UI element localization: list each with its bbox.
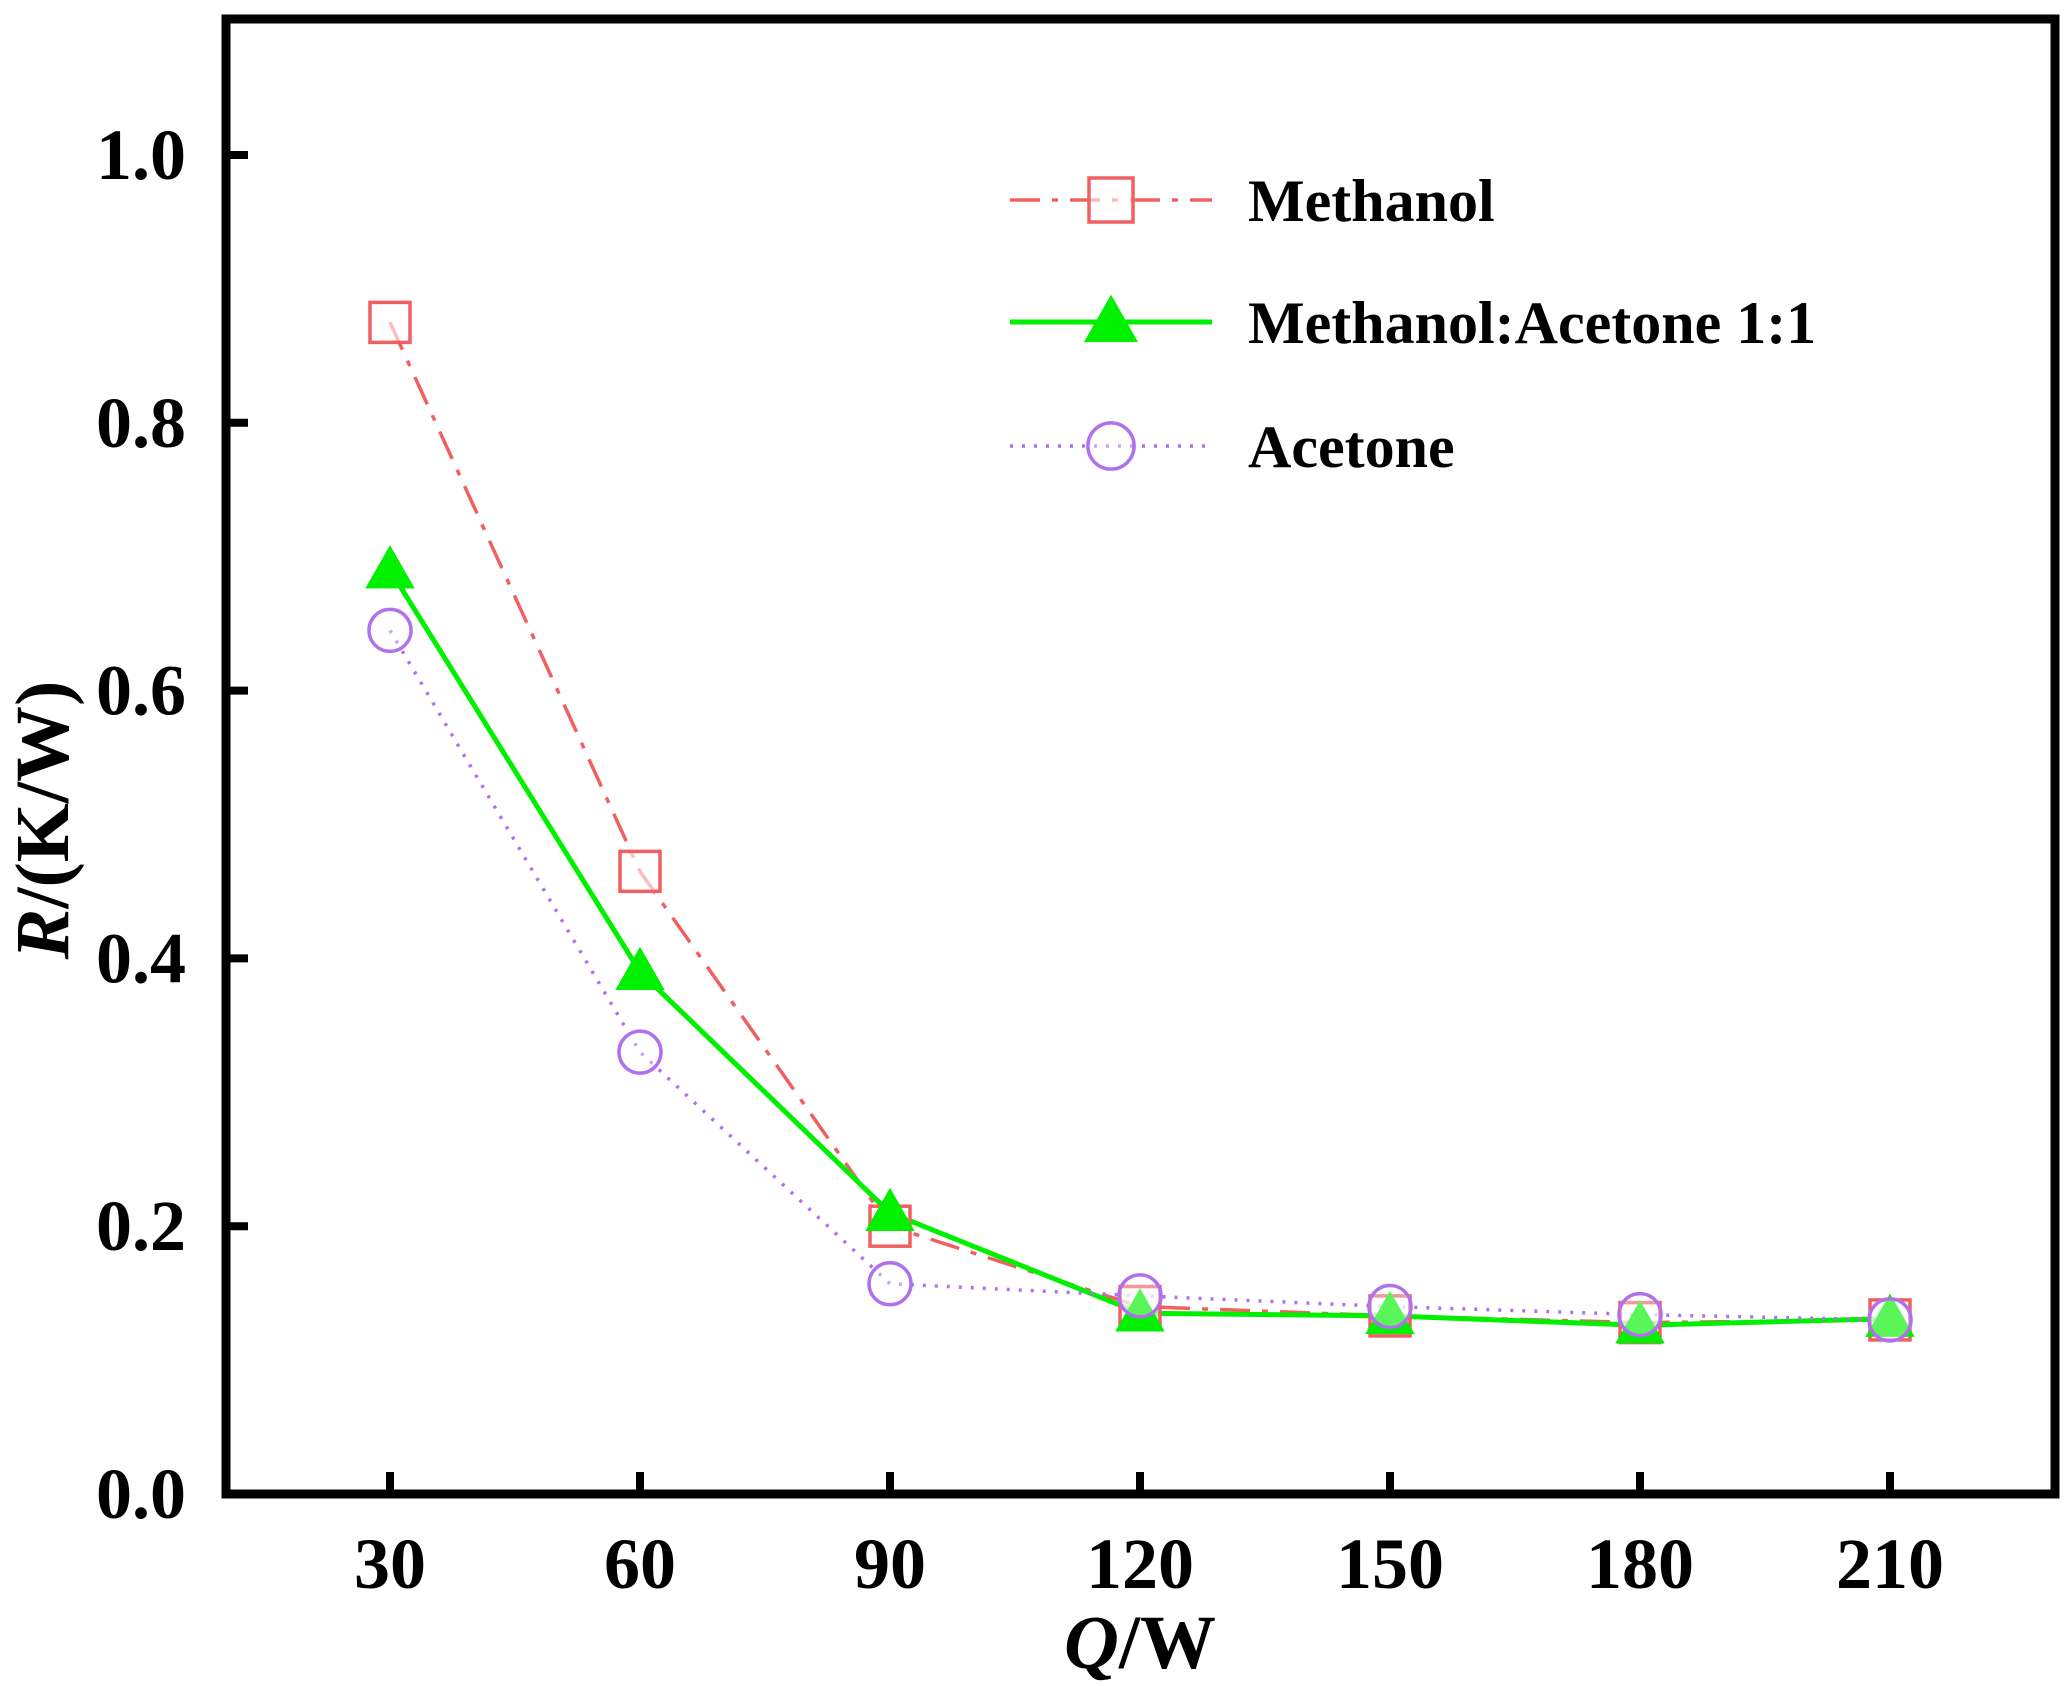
- y-tick-label: 1.0: [96, 115, 186, 195]
- x-axis-title: Q/W: [1064, 1601, 1216, 1685]
- legend-marker-1: [1087, 176, 1135, 224]
- legend-label: Methanol: [1248, 168, 1495, 234]
- x-tick-label: 30: [354, 1524, 426, 1604]
- legend-label: Methanol:Acetone 1:1: [1248, 290, 1816, 356]
- x-tick-label: 210: [1836, 1524, 1944, 1604]
- x-tick-label: 60: [604, 1524, 676, 1604]
- x-tick-label: 180: [1586, 1524, 1694, 1604]
- data-point: [1865, 1293, 1915, 1337]
- data-point: [618, 849, 662, 894]
- legend-marker-2: [1083, 294, 1139, 342]
- data-point: [1367, 1283, 1413, 1330]
- data-point: [1867, 1297, 1913, 1343]
- x-tick-label: 90: [854, 1524, 926, 1604]
- legend-marker-3: [1086, 421, 1136, 471]
- y-tick-label: 0.2: [96, 1186, 186, 1266]
- data-point: [367, 607, 413, 654]
- data-point: [617, 1029, 663, 1075]
- data-point: [365, 545, 415, 589]
- y-tick-label: 0.0: [96, 1454, 186, 1534]
- x-tick-label: 150: [1336, 1524, 1444, 1604]
- legend: Methanol Methanol:Acetone 1:1 Acetone: [1010, 168, 1816, 480]
- y-axis-title: R/(K/W): [1, 681, 85, 961]
- data-point: [368, 300, 412, 345]
- data-point: [615, 946, 665, 991]
- data-point: [865, 1187, 915, 1232]
- data-point: [1617, 1291, 1663, 1338]
- data-point: [867, 1261, 913, 1307]
- y-tick-label: 0.4: [96, 918, 186, 998]
- legend-label: Acetone: [1248, 414, 1455, 480]
- y-tick-label: 0.6: [96, 651, 186, 731]
- y-tick-label: 0.8: [96, 383, 186, 463]
- x-tick-label: 120: [1086, 1524, 1194, 1604]
- data-point: [1117, 1273, 1163, 1319]
- data-point: [1115, 1288, 1165, 1332]
